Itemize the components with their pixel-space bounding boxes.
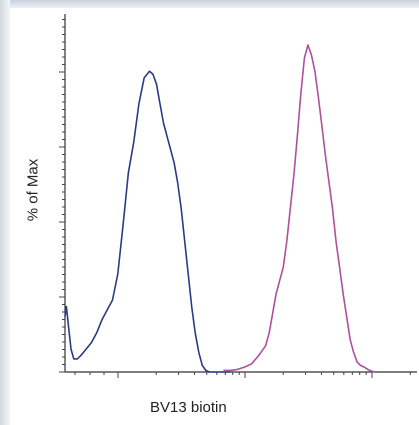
top-border-strip — [0, 0, 419, 8]
x-axis-label: BV13 biotin — [150, 399, 227, 416]
series-group — [64, 44, 376, 373]
y-axis-label-text: % of Max — [24, 158, 42, 222]
left-border-strip — [0, 0, 10, 425]
series-line-2 — [223, 44, 376, 373]
series-line-1 — [64, 70, 231, 373]
axis-ticks — [59, 19, 411, 378]
